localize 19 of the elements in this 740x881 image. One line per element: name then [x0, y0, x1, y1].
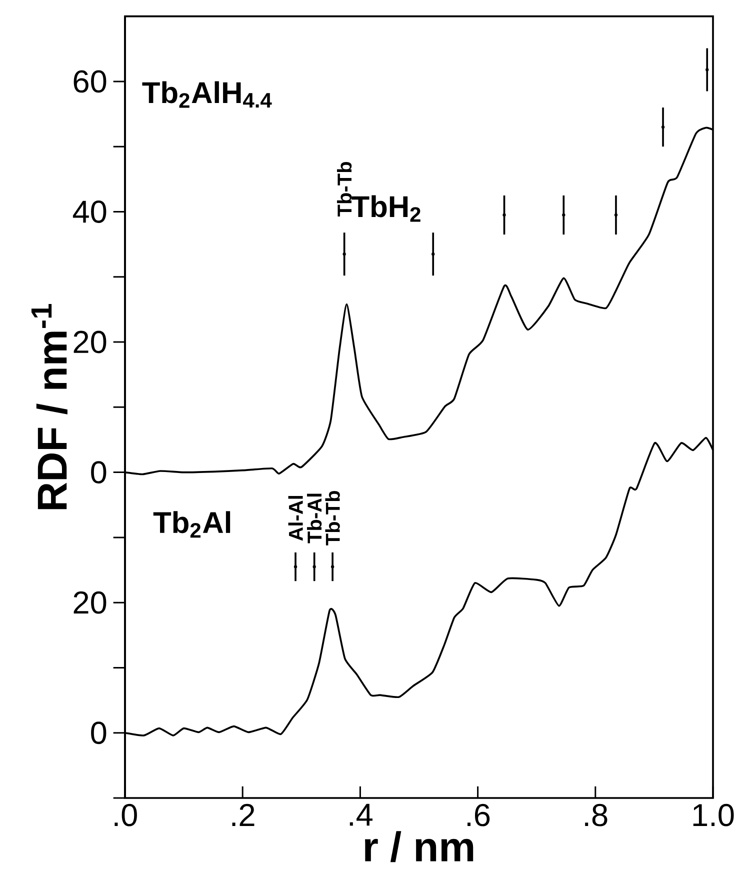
x-tick-label: .0 — [114, 804, 137, 826]
y-tick-label: 0 — [91, 461, 106, 484]
y-tick-label: 20 — [74, 330, 106, 354]
annotation: Tb$_{2}$Al — [153, 511, 230, 538]
x-tick-label: 1.0 — [693, 804, 734, 826]
annotation: Tb-Al — [307, 494, 322, 544]
annotation: Tb$_{2}$AlH$_{4.4}$ — [142, 81, 272, 108]
annotation: Tb-Tb — [325, 490, 340, 546]
x-tick-label: .4 — [350, 804, 372, 826]
x-tick-label: .6 — [467, 804, 490, 826]
x-tick-label: .2 — [232, 804, 254, 826]
x-tick-label: .8 — [585, 804, 608, 826]
annotation: TbH$_{2}$ — [352, 195, 420, 222]
annotation: Al-Al — [288, 496, 303, 541]
y-tick-label: 60 — [74, 70, 106, 93]
x-axis-title: r / nm — [365, 831, 474, 862]
y-tick-label: 40 — [72, 200, 106, 223]
annotation: Tb-Tb — [336, 162, 352, 216]
y-axis-title: RDF / nm$^{-1}$ — [31, 304, 68, 510]
